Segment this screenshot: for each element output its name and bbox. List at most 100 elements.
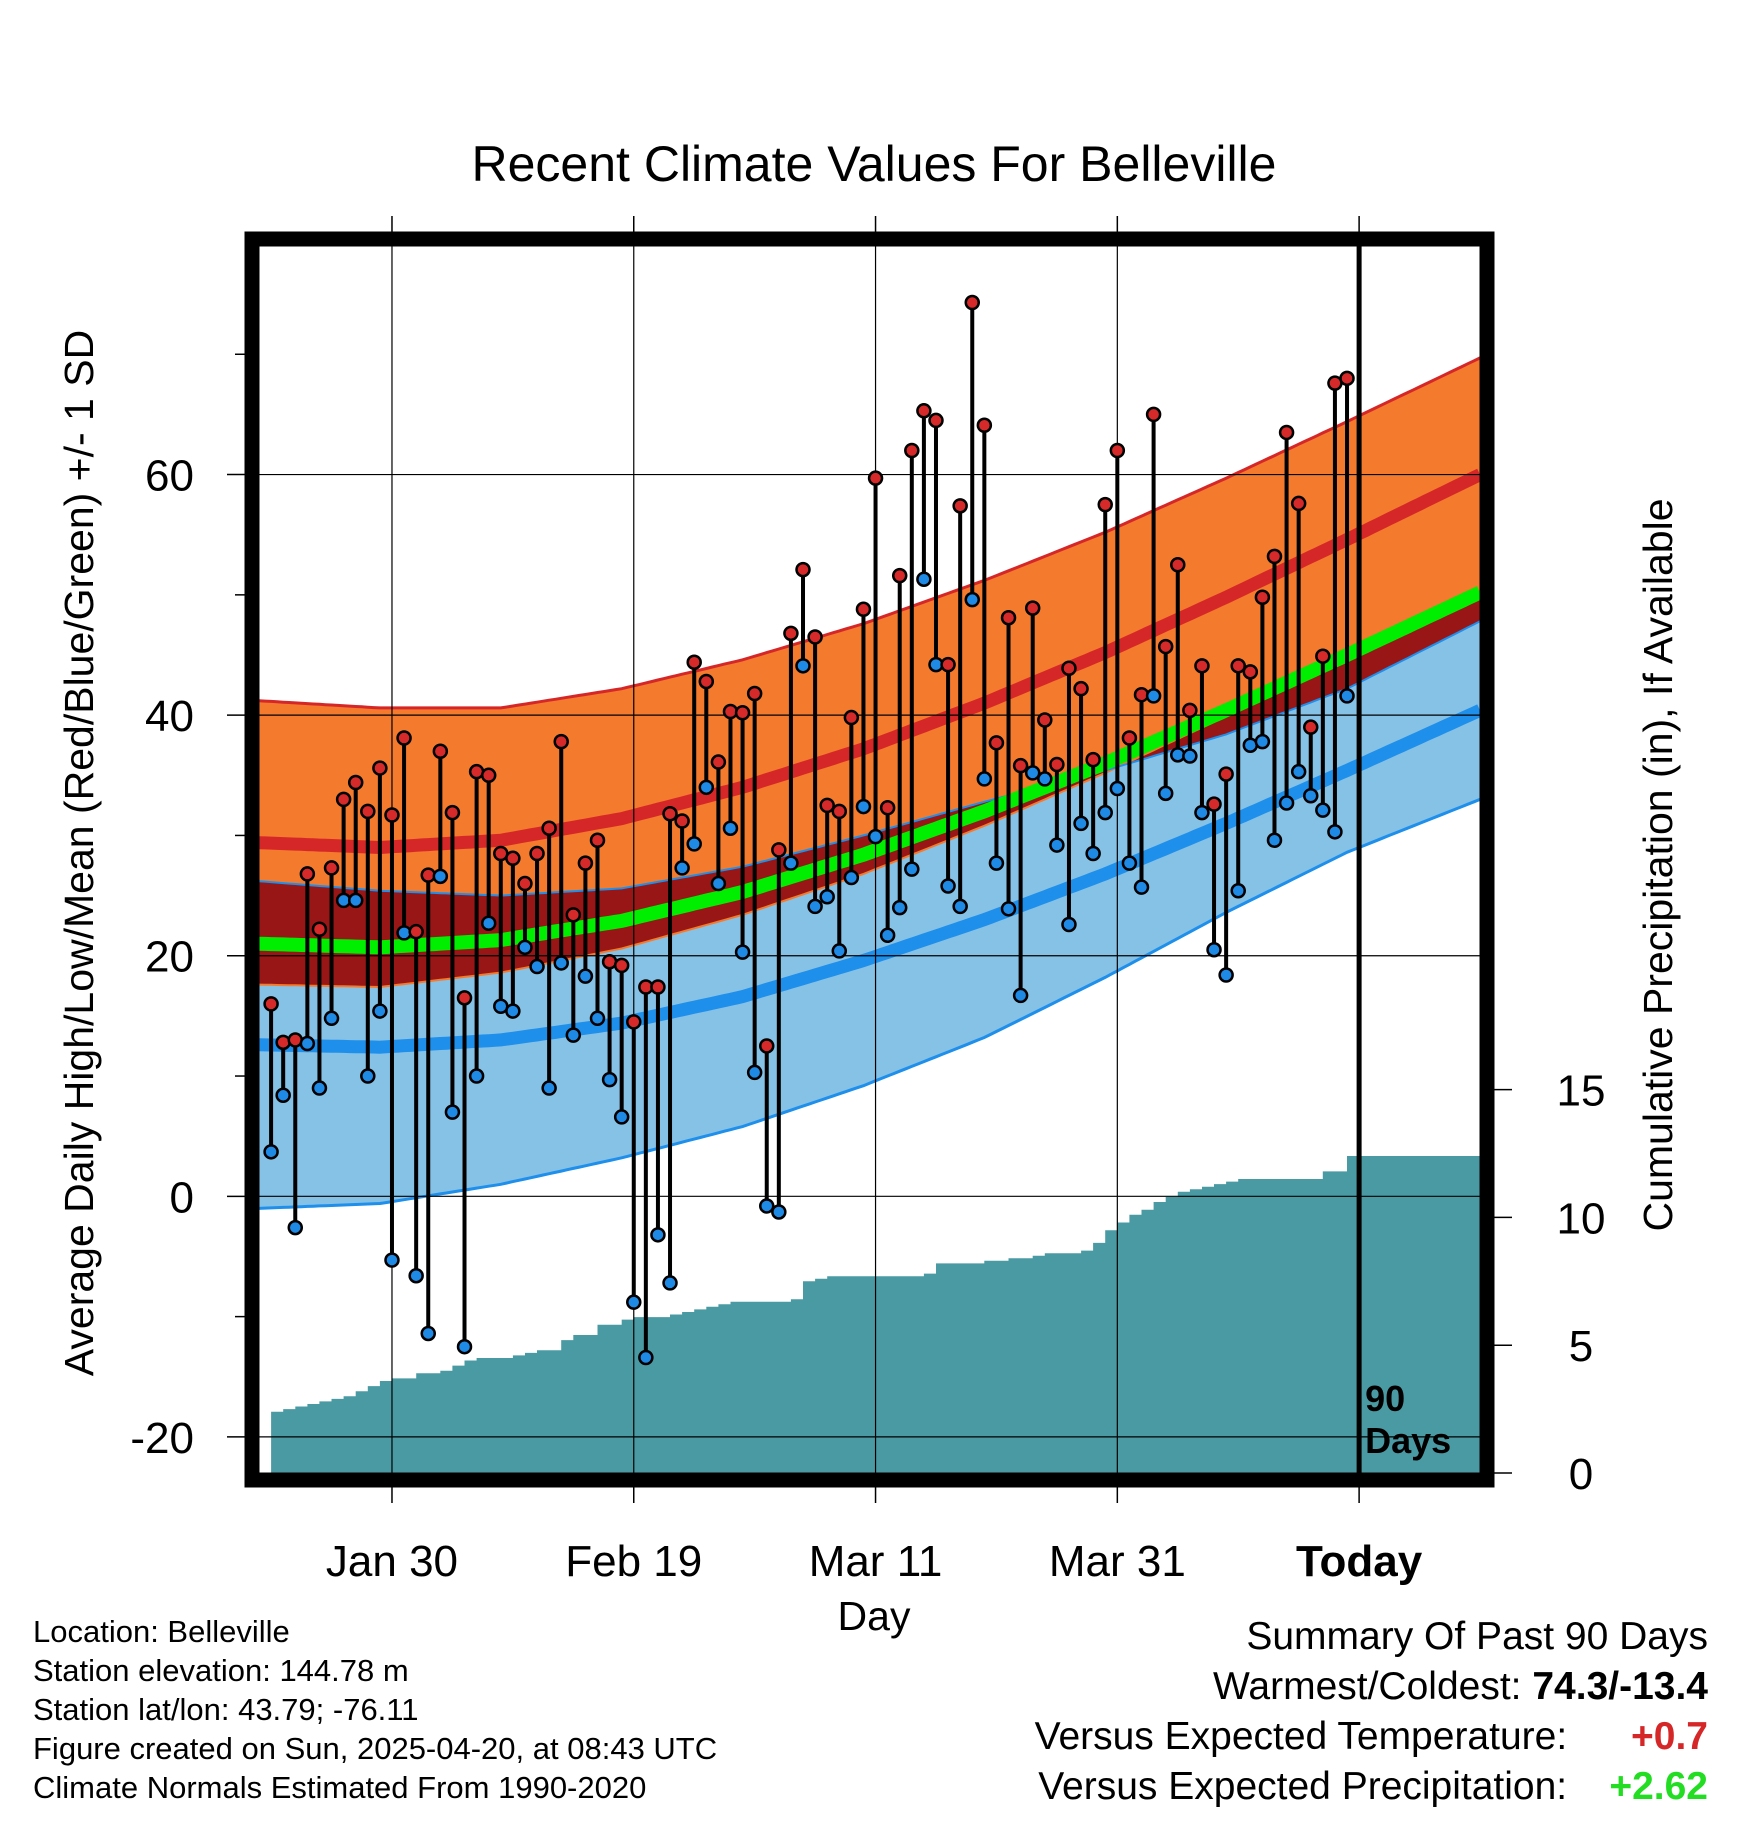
y2-tick-label: 15 bbox=[1557, 1067, 1606, 1116]
temp-label: Versus Expected Temperature: bbox=[1034, 1715, 1568, 1758]
low-temp-point bbox=[1000, 901, 1017, 917]
low-temp-point bbox=[1206, 941, 1222, 958]
low-temp-point bbox=[819, 889, 835, 905]
low-band-lower-edge bbox=[259, 798, 1480, 1210]
low-temp-point bbox=[1230, 883, 1246, 899]
low-temp-point bbox=[541, 1080, 557, 1096]
x-tick-label: Today bbox=[1296, 1537, 1423, 1586]
low-temp-point bbox=[722, 820, 739, 836]
high-temp-point bbox=[1012, 757, 1029, 774]
low-temp-point bbox=[529, 958, 545, 975]
precip-value: +2.62 bbox=[1609, 1765, 1708, 1808]
low-temp-point bbox=[746, 1064, 763, 1081]
low-temp-point bbox=[734, 944, 751, 960]
low-temp-point bbox=[589, 1010, 606, 1027]
high-temp-point bbox=[613, 957, 630, 974]
low-temp-point bbox=[263, 1144, 279, 1160]
y-axis-label: Average Daily High/Low/Mean (Red/Blue/Gr… bbox=[56, 330, 102, 1376]
high-temp-point bbox=[1145, 406, 1162, 423]
axes: Jan 30 Feb 19 Mar 11 Mar 31 Today -20 0 20 40 60 0… bbox=[130, 216, 1605, 1586]
high-temp-point bbox=[891, 567, 908, 584]
low-temp-point bbox=[601, 1071, 618, 1088]
chart-title: Recent Climate Values For Belleville bbox=[472, 136, 1277, 192]
high-temp-point bbox=[686, 654, 702, 670]
low-temp-point bbox=[855, 798, 872, 815]
low-temp-point bbox=[613, 1109, 630, 1125]
high-temp-point bbox=[1254, 589, 1271, 606]
station-info: Location: Belleville Station elevation: … bbox=[33, 1612, 717, 1807]
high-temp-point bbox=[855, 601, 872, 618]
high-temp-point bbox=[396, 730, 412, 746]
high-temp-point bbox=[589, 832, 606, 849]
low-temp-point bbox=[1037, 771, 1053, 787]
low-temp-point bbox=[758, 1198, 775, 1214]
low-temp-point bbox=[1145, 688, 1162, 704]
low-temp-point bbox=[1121, 855, 1138, 871]
y-tick-label: -20 bbox=[130, 1414, 194, 1463]
high-temp-point bbox=[444, 804, 461, 821]
high-temp-point bbox=[916, 403, 932, 419]
elevation-text: Station elevation: 144.78 m bbox=[33, 1653, 409, 1688]
low-temp-point bbox=[891, 899, 908, 916]
high-temp-point bbox=[1278, 424, 1295, 441]
high-temp-point bbox=[1230, 658, 1246, 674]
warm-cold-row: Warmest/Coldest: 74.3/-13.4 bbox=[1035, 1662, 1708, 1712]
low-temp-point bbox=[795, 658, 811, 674]
high-temp-point bbox=[1157, 638, 1174, 655]
low-temp-point bbox=[626, 1294, 642, 1310]
high-temp-point bbox=[360, 803, 376, 820]
low-temp-point bbox=[952, 898, 968, 915]
low-temp-point bbox=[710, 875, 727, 892]
high-temp-point bbox=[1339, 370, 1355, 387]
high-temp-point bbox=[311, 921, 328, 938]
low-temp-point bbox=[1109, 780, 1126, 797]
high-temp-point bbox=[541, 820, 557, 836]
high-temp-point bbox=[1061, 660, 1077, 676]
low-temp-point bbox=[771, 1204, 787, 1220]
plot-area: 90 Days bbox=[259, 246, 1480, 1473]
temp-row: Versus Expected Temperature: +0.7 bbox=[1035, 1712, 1708, 1762]
high-temp-point bbox=[1097, 496, 1113, 513]
high-temp-point bbox=[1121, 730, 1138, 746]
y-tick-label: 40 bbox=[145, 692, 194, 741]
high-temp-point bbox=[746, 685, 763, 702]
high-temp-point bbox=[928, 412, 944, 429]
high-temp-point bbox=[553, 733, 569, 750]
high-temp-point bbox=[843, 709, 860, 726]
high-temp-point bbox=[432, 743, 449, 759]
low-temp-point bbox=[1097, 804, 1113, 821]
plot-clip-group: 90 Days bbox=[259, 246, 1480, 1473]
y2-tick-label: 10 bbox=[1557, 1194, 1606, 1243]
high-band-upper-edge bbox=[259, 356, 1480, 710]
high-temp-point bbox=[1182, 702, 1198, 719]
precip-area bbox=[259, 1156, 1480, 1473]
x-tick-label: Feb 19 bbox=[565, 1537, 702, 1586]
high-temp-point bbox=[1073, 680, 1089, 697]
low-temp-point bbox=[299, 1035, 316, 1052]
high-temp-point bbox=[771, 842, 787, 858]
high-temp-point bbox=[1170, 557, 1186, 573]
warm-cold-value: 74.3/-13.4 bbox=[1532, 1665, 1708, 1708]
y2-axis-label: Cumulative Precipitation (in), If Availa… bbox=[1635, 498, 1681, 1231]
low-temp-point bbox=[565, 1027, 582, 1043]
low-temp-point bbox=[553, 955, 569, 971]
high-temp-point bbox=[456, 990, 473, 1006]
low-temp-point bbox=[384, 1252, 400, 1268]
low-temp-point bbox=[1339, 688, 1355, 704]
x-tick-label: Jan 30 bbox=[326, 1537, 458, 1586]
high-temp-point bbox=[758, 1038, 775, 1054]
high-temp-point bbox=[1194, 658, 1210, 674]
low-temp-point bbox=[976, 771, 993, 787]
y2-tick-label: 0 bbox=[1569, 1450, 1593, 1499]
high-temp-point bbox=[335, 791, 352, 808]
x-axis-label: Day bbox=[838, 1593, 911, 1639]
high-temp-point bbox=[384, 807, 400, 823]
today-label-line: Days bbox=[1365, 1420, 1451, 1461]
high-temp-point bbox=[480, 767, 497, 784]
low-temp-point bbox=[1254, 733, 1271, 750]
low-temp-point bbox=[372, 1003, 388, 1019]
low-temp-point bbox=[1012, 987, 1029, 1004]
low-temp-point bbox=[1024, 765, 1041, 781]
high-temp-point bbox=[819, 797, 835, 814]
low-temp-point bbox=[686, 836, 702, 852]
